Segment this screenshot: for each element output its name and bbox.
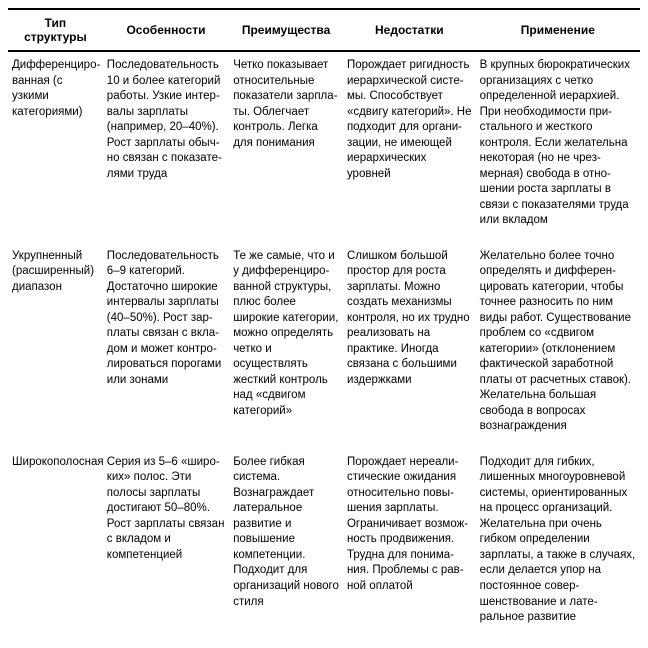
cell-advantages: Более гибкая систе­ма. Вознаграждает лат… — [229, 449, 343, 640]
cell-features: Последовательность 10 и более категорий … — [103, 51, 229, 243]
cell-type: Укрупненный (расширенный) диапазон — [8, 243, 103, 449]
table-header-row: Тип структуры Особенности Преимущества Н… — [8, 9, 640, 51]
cell-advantages: Четко показывает относительные показател… — [229, 51, 343, 243]
header-application: Применение — [476, 9, 640, 51]
structure-types-table: Тип структуры Особенности Преимущества Н… — [8, 8, 640, 640]
cell-features: Последовательность 6–9 категорий. Достат… — [103, 243, 229, 449]
header-features: Особенности — [103, 9, 229, 51]
header-advantages: Преимущества — [229, 9, 343, 51]
cell-disadvantages: Порождает нереали­стические ожидания отн… — [343, 449, 476, 640]
table-row: Укрупненный (расширенный) диапазон После… — [8, 243, 640, 449]
cell-type: Дифференциро­ванная (с узкими категориям… — [8, 51, 103, 243]
cell-application: В крупных бюрократиче­ских организациях … — [476, 51, 640, 243]
table-row: Широкополосная Серия из 5–6 «широ­ких» п… — [8, 449, 640, 640]
cell-application: Подходит для гибких, лишенных многоуровн… — [476, 449, 640, 640]
cell-application: Желательно более точно определять и дифф… — [476, 243, 640, 449]
table-row: Дифференциро­ванная (с узкими категориям… — [8, 51, 640, 243]
cell-advantages: Те же самые, что и у дифференциро­ванной… — [229, 243, 343, 449]
cell-features: Серия из 5–6 «широ­ких» полос. Эти полос… — [103, 449, 229, 640]
cell-disadvantages: Порождает ригидность иерархической систе… — [343, 51, 476, 243]
header-type: Тип структуры — [8, 9, 103, 51]
cell-type: Широкополосная — [8, 449, 103, 640]
cell-disadvantages: Слишком большой простор для роста зарпла… — [343, 243, 476, 449]
header-disadvantages: Недостатки — [343, 9, 476, 51]
